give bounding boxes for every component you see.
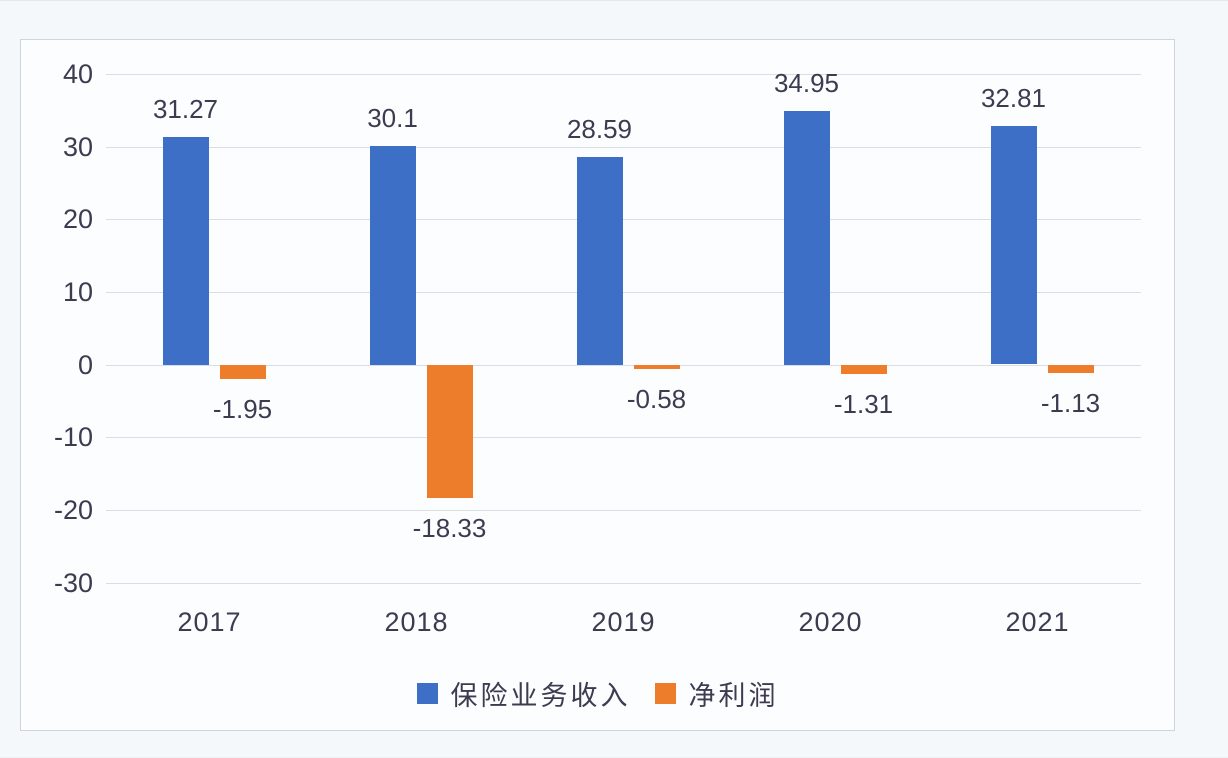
- bar-net-profit-2021: [1047, 364, 1094, 373]
- gridline-y--10: [106, 437, 1141, 439]
- x-axis-label-2018: 2018: [384, 607, 449, 637]
- legend-label-insurance-income: 保险业务收入: [450, 681, 631, 711]
- x-axis-label-2020: 2020: [798, 607, 863, 637]
- bar-net-profit-2017: [219, 364, 266, 379]
- value-label-insurance-income-2018: 30.1: [367, 102, 418, 133]
- gridline-y-40: [106, 74, 1141, 75]
- legend: 保险业务收入 净利润: [21, 674, 1174, 713]
- x-axis-label-2019: 2019: [591, 607, 656, 637]
- y-tick-label--30: -30: [53, 567, 93, 598]
- gridline-y-20: [106, 219, 1141, 221]
- value-label-net-profit-2018: -18.33: [412, 512, 487, 543]
- y-tick-label-40: 40: [62, 59, 93, 89]
- legend-item-insurance-income: 保险业务收入: [416, 674, 631, 713]
- chart-frame: 40 30 20 10 0 -10 -20 -30 31.27 -1.95 30.1 -18.33 28…: [20, 39, 1175, 731]
- bar-net-profit-2020: [840, 364, 887, 375]
- gridline-y-30: [106, 146, 1141, 148]
- legend-item-net-profit: 净利润: [654, 674, 779, 713]
- legend-swatch-net-profit: [654, 683, 676, 704]
- x-axis-label-2017: 2017: [177, 607, 242, 637]
- y-tick-label-20: 20: [62, 204, 93, 235]
- value-label-net-profit-2021: -1.13: [1040, 387, 1101, 418]
- y-tick-label-0: 0: [77, 349, 93, 380]
- value-label-insurance-income-2021: 32.81: [980, 83, 1047, 114]
- gridline-y-10: [106, 291, 1141, 293]
- gridline-y--30: [106, 582, 1141, 584]
- y-tick-label--10: -10: [53, 422, 93, 453]
- y-tick-label-30: 30: [62, 131, 93, 162]
- bar-insurance-income-2021: [990, 126, 1037, 365]
- bar-insurance-income-2019: [576, 156, 623, 365]
- value-label-net-profit-2019: -0.58: [626, 383, 687, 414]
- y-tick-label--20: -20: [53, 494, 93, 525]
- bar-net-profit-2018: [426, 364, 473, 498]
- bar-net-profit-2019: [633, 364, 680, 369]
- value-label-insurance-income-2017: 31.27: [152, 94, 219, 125]
- legend-label-net-profit: 净利润: [688, 681, 779, 711]
- bar-insurance-income-2020: [783, 110, 830, 365]
- gridline-y--20: [106, 509, 1141, 511]
- legend-swatch-insurance-income: [416, 683, 438, 704]
- value-label-insurance-income-2019: 28.59: [566, 113, 633, 144]
- x-axis-label-2021: 2021: [1005, 607, 1070, 637]
- y-tick-label-10: 10: [62, 276, 93, 307]
- value-label-net-profit-2017: -1.95: [212, 393, 273, 424]
- value-label-insurance-income-2020: 34.95: [773, 67, 840, 98]
- value-label-net-profit-2020: -1.31: [833, 389, 894, 420]
- bar-insurance-income-2018: [369, 145, 416, 365]
- gridline-y-0: [106, 364, 1141, 366]
- bar-insurance-income-2017: [162, 137, 209, 365]
